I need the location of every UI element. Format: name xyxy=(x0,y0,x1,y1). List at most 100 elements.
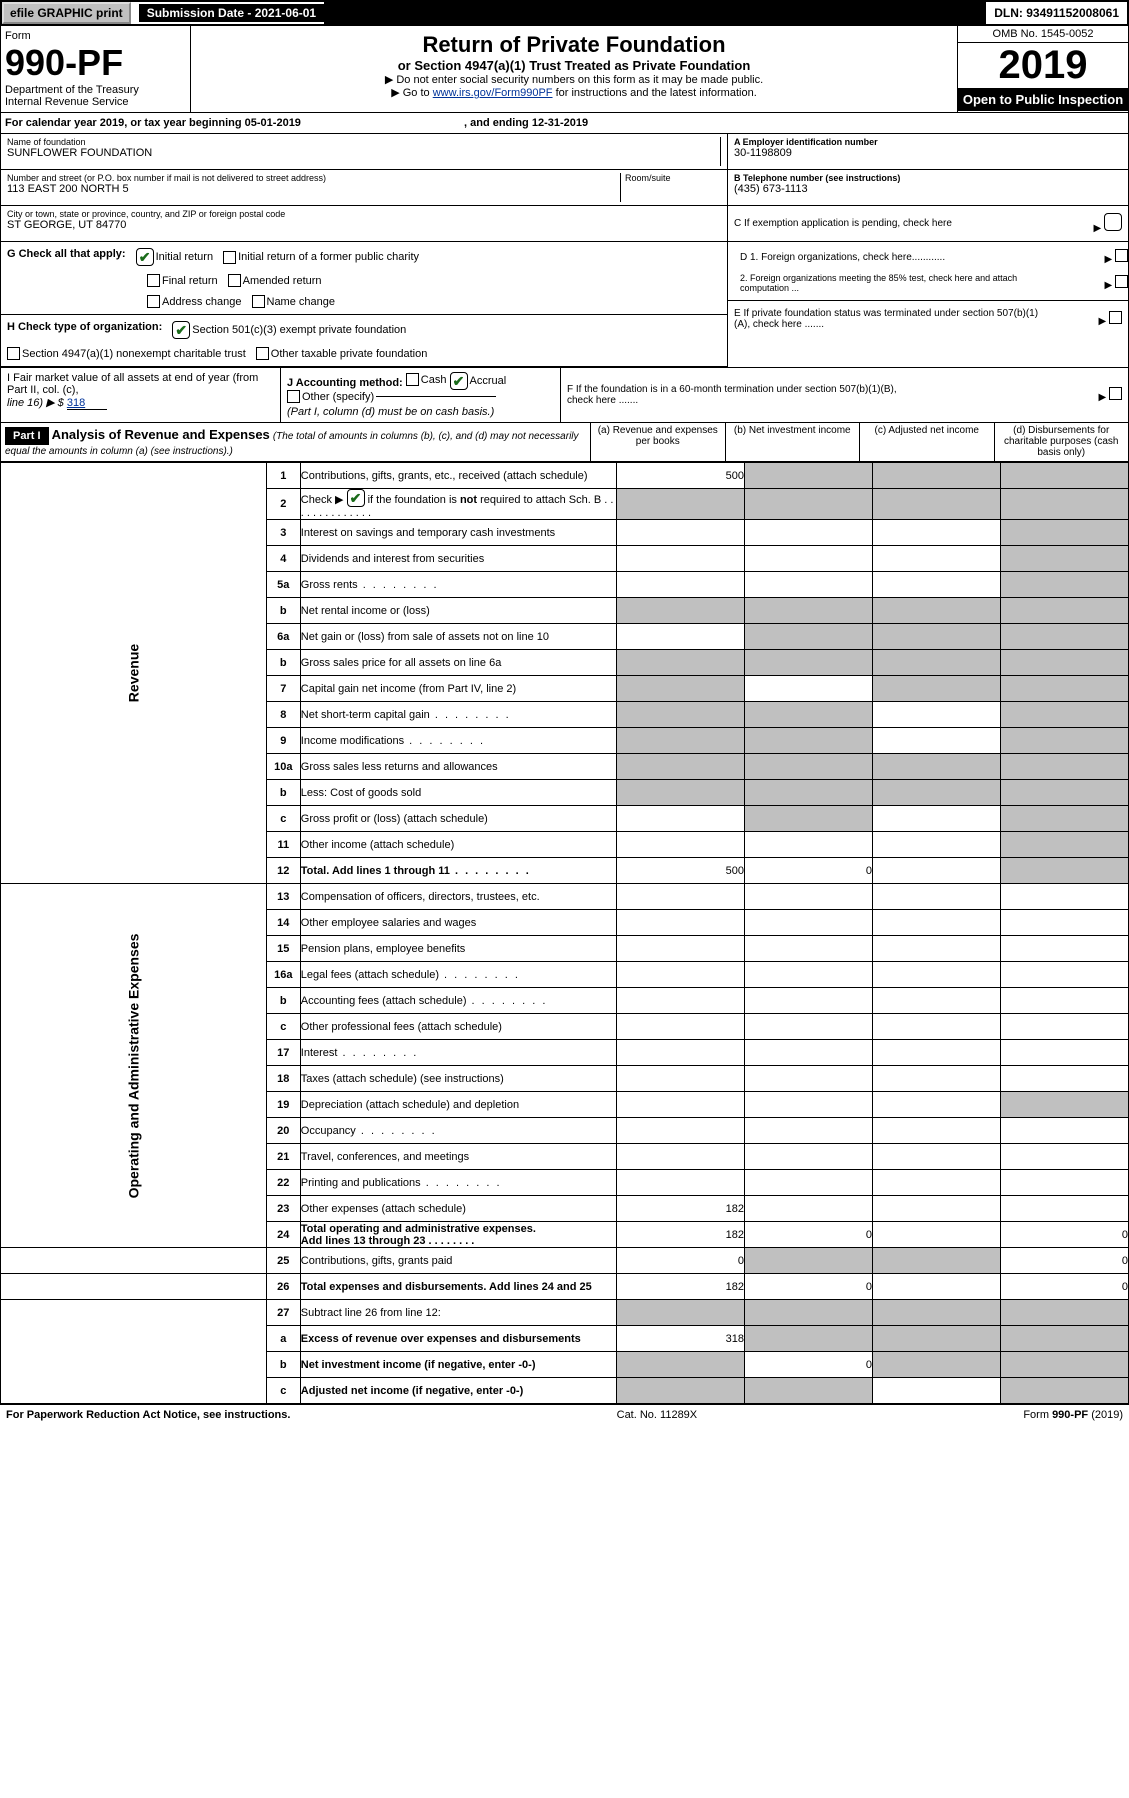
r10b-desc: Less: Cost of goods sold xyxy=(300,780,616,806)
i-label: I Fair market value of all assets at end… xyxy=(7,372,258,396)
omb-number: OMB No. 1545-0052 xyxy=(958,26,1128,43)
d1-check[interactable] xyxy=(1115,249,1128,262)
r24-num: 24 xyxy=(266,1222,300,1248)
r24-d: 0 xyxy=(1001,1222,1129,1248)
j-accrual: Accrual xyxy=(470,375,507,387)
instruction-1: ▶ Do not enter social security numbers o… xyxy=(197,73,951,86)
g-initial-former: Initial return of a former public charit… xyxy=(238,251,419,263)
form-title: Return of Private Foundation xyxy=(197,32,951,58)
top-bar: efile GRAPHIC print Submission Date - 20… xyxy=(0,0,1129,26)
r22-desc: Printing and publications xyxy=(300,1170,616,1196)
city-state-zip: ST GEORGE, UT 84770 xyxy=(7,219,721,231)
r24-a: 182 xyxy=(617,1222,745,1248)
r18-num: 18 xyxy=(266,1066,300,1092)
r16b-num: b xyxy=(266,988,300,1014)
expenses-side: Operating and Administrative Expenses xyxy=(125,933,141,1198)
name-change-check[interactable] xyxy=(252,295,265,308)
initial-former-check[interactable] xyxy=(223,251,236,264)
d2-text: 2. Foreign organizations meeting the 85%… xyxy=(740,273,1040,293)
g-final: Final return xyxy=(162,275,218,287)
spacer xyxy=(324,2,986,24)
h-checks: H Check type of organization: ✔Section 5… xyxy=(1,315,727,367)
j-other: Other (specify) xyxy=(302,391,374,403)
r7-num: 7 xyxy=(266,676,300,702)
form-header: Form 990-PF Department of the Treasury I… xyxy=(0,26,1129,113)
r23-desc: Other expenses (attach schedule) xyxy=(300,1196,616,1222)
amended-return-check[interactable] xyxy=(228,274,241,287)
r10b-num: b xyxy=(266,780,300,806)
r11-desc: Other income (attach schedule) xyxy=(300,832,616,858)
g-amended: Amended return xyxy=(243,275,322,287)
instruction-2: ▶ Go to www.irs.gov/Form990PF for instru… xyxy=(197,86,951,99)
4947-check[interactable] xyxy=(7,347,20,360)
r21-desc: Travel, conferences, and meetings xyxy=(300,1144,616,1170)
street-address: 113 EAST 200 NORTH 5 xyxy=(7,183,620,195)
footer: For Paperwork Reduction Act Notice, see … xyxy=(0,1404,1129,1425)
e-check[interactable] xyxy=(1109,311,1122,324)
irs-link[interactable]: www.irs.gov/Form990PF xyxy=(433,87,553,99)
e-text: E If private foundation status was termi… xyxy=(734,308,1054,330)
r24-desc: Total operating and administrative expen… xyxy=(300,1222,616,1248)
r16c-desc: Other professional fees (attach schedule… xyxy=(300,1014,616,1040)
g-checks: G Check all that apply: ✔ Initial return … xyxy=(1,242,727,315)
c-check[interactable] xyxy=(1104,213,1122,231)
r27b-desc: Net investment income (if negative, ente… xyxy=(300,1352,616,1378)
c-text: C If exemption application is pending, c… xyxy=(734,218,952,229)
r25-desc: Contributions, gifts, grants paid xyxy=(300,1248,616,1274)
r8-num: 8 xyxy=(266,702,300,728)
phone: (435) 673-1113 xyxy=(734,183,1122,195)
r20-num: 20 xyxy=(266,1118,300,1144)
room-label: Room/suite xyxy=(625,173,721,183)
phone-label: B Telephone number (see instructions) xyxy=(734,173,1122,183)
r1-a: 500 xyxy=(617,463,745,489)
r2-desc: Check ▶ ✔ if the foundation is not requi… xyxy=(300,489,616,520)
h-4947: Section 4947(a)(1) nonexempt charitable … xyxy=(22,348,246,360)
d2-check[interactable] xyxy=(1115,275,1128,288)
col-c-header: (c) Adjusted net income xyxy=(860,423,995,461)
j-label: J Accounting method: xyxy=(287,377,403,389)
accrual-check[interactable]: ✔ xyxy=(450,372,468,390)
r27b-num: b xyxy=(266,1352,300,1378)
r5a-desc: Gross rents xyxy=(300,572,616,598)
tax-year: 2019 xyxy=(958,43,1128,88)
g-addr: Address change xyxy=(162,296,242,308)
r1-desc: Contributions, gifts, grants, etc., rece… xyxy=(300,463,616,489)
r5a-num: 5a xyxy=(266,572,300,598)
foundation-name: SUNFLOWER FOUNDATION xyxy=(7,147,716,159)
schb-check[interactable]: ✔ xyxy=(347,489,365,507)
other-taxable-check[interactable] xyxy=(256,347,269,360)
i-line: line 16) ▶ $ xyxy=(7,397,64,409)
form-number: 990-PF xyxy=(5,42,186,84)
efile-button[interactable]: efile GRAPHIC print xyxy=(2,2,131,24)
r22-num: 22 xyxy=(266,1170,300,1196)
dept-1: Department of the Treasury xyxy=(5,84,186,96)
h-other: Other taxable private foundation xyxy=(271,348,428,360)
other-method-check[interactable] xyxy=(287,390,300,403)
d1-text: D 1. Foreign organizations, check here..… xyxy=(740,252,945,263)
r27-num: 27 xyxy=(266,1300,300,1326)
cash-check[interactable] xyxy=(406,373,419,386)
g-name: Name change xyxy=(267,296,336,308)
r19-num: 19 xyxy=(266,1092,300,1118)
initial-return-check[interactable]: ✔ xyxy=(136,248,154,266)
i-value: 318 xyxy=(67,397,107,410)
f-check[interactable] xyxy=(1109,387,1122,400)
final-return-check[interactable] xyxy=(147,274,160,287)
501c3-check[interactable]: ✔ xyxy=(172,321,190,339)
part1-title: Analysis of Revenue and Expenses xyxy=(52,427,270,442)
dln: DLN: 93491152008061 xyxy=(986,4,1127,22)
address-change-check[interactable] xyxy=(147,295,160,308)
j-cash: Cash xyxy=(421,374,447,386)
g-label: G Check all that apply: xyxy=(7,248,126,266)
r4-desc: Dividends and interest from securities xyxy=(300,546,616,572)
r2-num: 2 xyxy=(266,489,300,520)
foot-center: Cat. No. 11289X xyxy=(617,1409,698,1421)
r16a-num: 16a xyxy=(266,962,300,988)
r7-desc: Capital gain net income (from Part IV, l… xyxy=(300,676,616,702)
form-subtitle: or Section 4947(a)(1) Trust Treated as P… xyxy=(197,58,951,73)
cal-pre: For calendar year 2019, or tax year begi… xyxy=(5,117,245,129)
r26-desc: Total expenses and disbursements. Add li… xyxy=(300,1274,616,1300)
r16b-desc: Accounting fees (attach schedule) xyxy=(300,988,616,1014)
r16a-desc: Legal fees (attach schedule) xyxy=(300,962,616,988)
r3-desc: Interest on savings and temporary cash i… xyxy=(300,520,616,546)
